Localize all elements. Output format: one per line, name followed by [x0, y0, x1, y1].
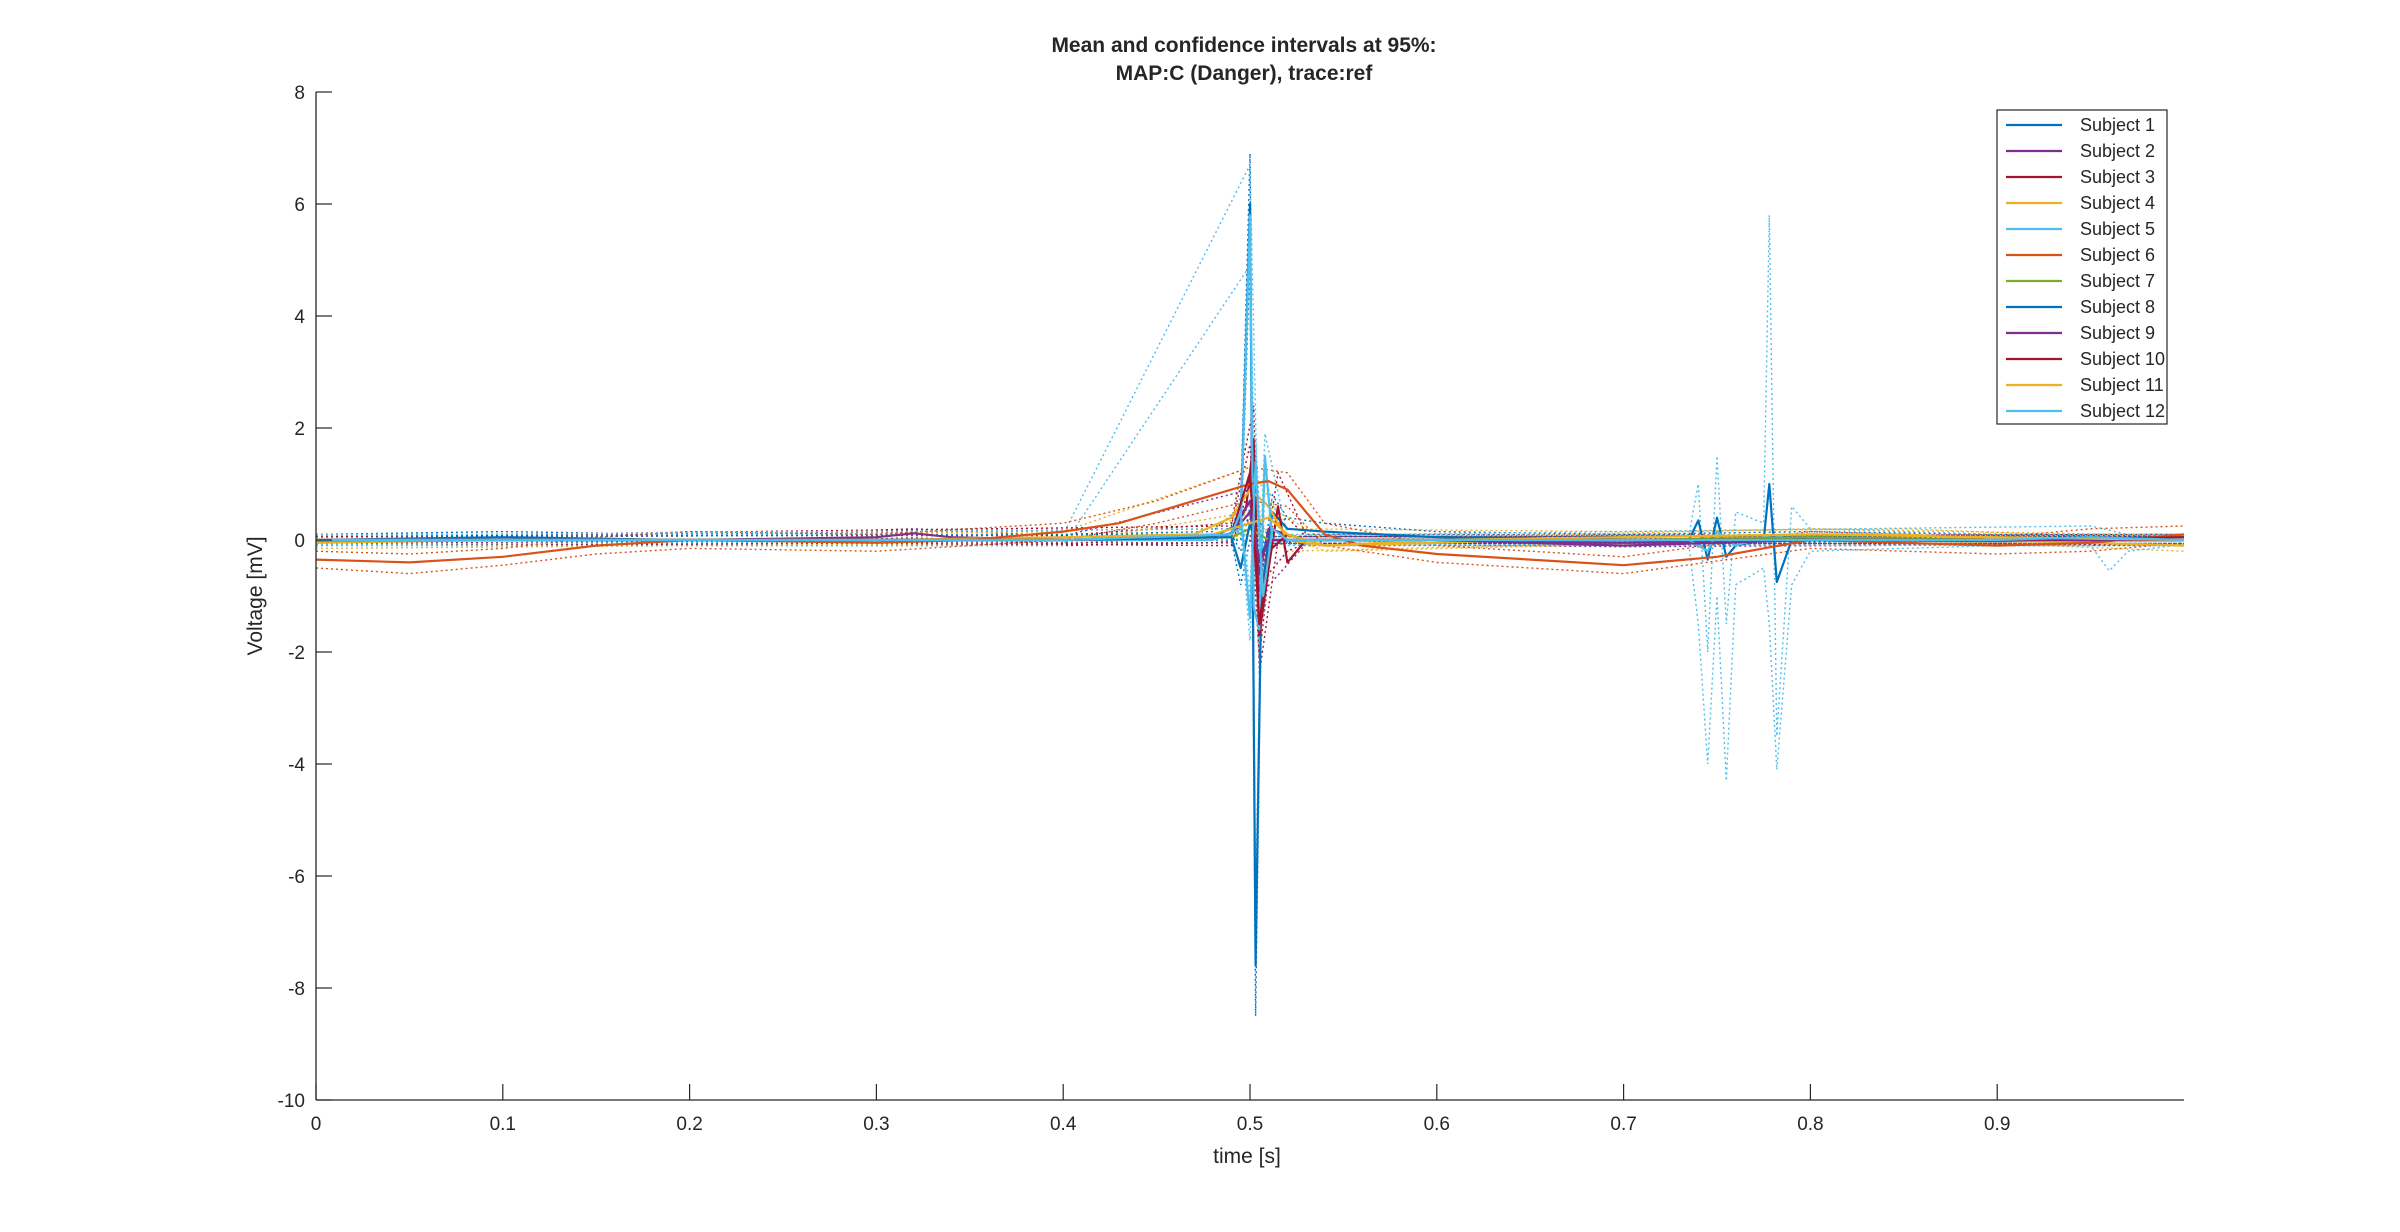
y-tick-label: 8	[294, 83, 305, 104]
legend-label: Subject 5	[2080, 219, 2155, 239]
legend-label: Subject 1	[2080, 115, 2155, 135]
legend-label: Subject 12	[2080, 401, 2165, 421]
legend-label: Subject 2	[2080, 141, 2155, 161]
subject-5-ci-lower-line	[316, 263, 2184, 781]
y-axis-label: Voltage [mV]	[244, 536, 267, 655]
legend-label: Subject 3	[2080, 167, 2155, 187]
x-tick-label: 0.5	[1237, 1114, 1263, 1135]
x-axis-label: time [s]	[1213, 1145, 1281, 1168]
x-tick-label: 0.4	[1050, 1114, 1077, 1135]
subject-12-mean-line	[316, 460, 2185, 620]
y-tick-label: 0	[294, 531, 305, 552]
legend-label: Subject 10	[2080, 349, 2165, 369]
subject-10-ci-upper-line	[315, 444, 2185, 591]
x-axis-ticks: 0 0.1 0.2 0.3 0.4 0.5 0.6 0.7 0.8 0.9	[311, 1084, 2010, 1135]
legend-label: Subject 8	[2080, 297, 2155, 317]
legend-label: Subject 7	[2080, 271, 2155, 291]
legend: Subject 1 Subject 2 Subject 3 Subject 4 Subj…	[1996, 109, 2168, 425]
y-tick-label: -8	[288, 979, 305, 1000]
y-axis-ticks: 8 6 4 2 0 -2 -4 -6 -8 -10	[278, 83, 332, 1112]
subject-3-ci-lower-line	[316, 472, 2185, 675]
legend-label: Subject 4	[2080, 193, 2155, 213]
y-tick-label: -4	[288, 755, 305, 776]
chart-subtitle: MAP:C (Danger), trace:ref	[1116, 62, 1374, 85]
y-tick-label: 6	[294, 195, 305, 216]
x-tick-label: 0.8	[1797, 1114, 1823, 1135]
chart-title: Mean and confidence intervals at 95%:	[1051, 34, 1436, 57]
legend-box	[1996, 109, 2168, 425]
legend-label: Subject 11	[2080, 375, 2164, 395]
x-tick-label: 0	[311, 1114, 322, 1135]
x-tick-label: 0.2	[676, 1114, 702, 1135]
subject-5-ci-upper-line	[316, 164, 2184, 737]
subject-1-ci-upper-line	[315, 153, 2184, 921]
x-tick-label: 0.1	[490, 1114, 516, 1135]
subject-4-ci-lower-line	[315, 511, 2185, 552]
y-tick-label: 4	[294, 307, 305, 328]
y-tick-label: -6	[288, 867, 305, 888]
y-tick-label: -10	[278, 1091, 305, 1112]
x-tick-label: 0.7	[1610, 1114, 1636, 1135]
legend-label: Subject 6	[2080, 245, 2155, 265]
y-tick-label: -2	[288, 643, 305, 664]
plot-area: 0 0.1 0.2 0.3 0.4 0.5 0.6 0.7 0.8 0.9 8 6 4 2 0 -2 -4 -6…	[278, 83, 2185, 1135]
y-tick-label: 2	[294, 419, 305, 440]
legend-items: Subject 1 Subject 2 Subject 3 Subject 4 Subj…	[2006, 115, 2165, 421]
x-tick-label: 0.9	[1984, 1114, 2010, 1135]
subject-6-ci-lower-line	[315, 500, 2185, 575]
legend-label: Subject 9	[2080, 323, 2155, 343]
x-tick-label: 0.6	[1424, 1114, 1450, 1135]
subject-2-mean-line	[315, 510, 2185, 575]
mean-lines	[315, 202, 2185, 967]
x-tick-label: 0.3	[863, 1114, 889, 1135]
